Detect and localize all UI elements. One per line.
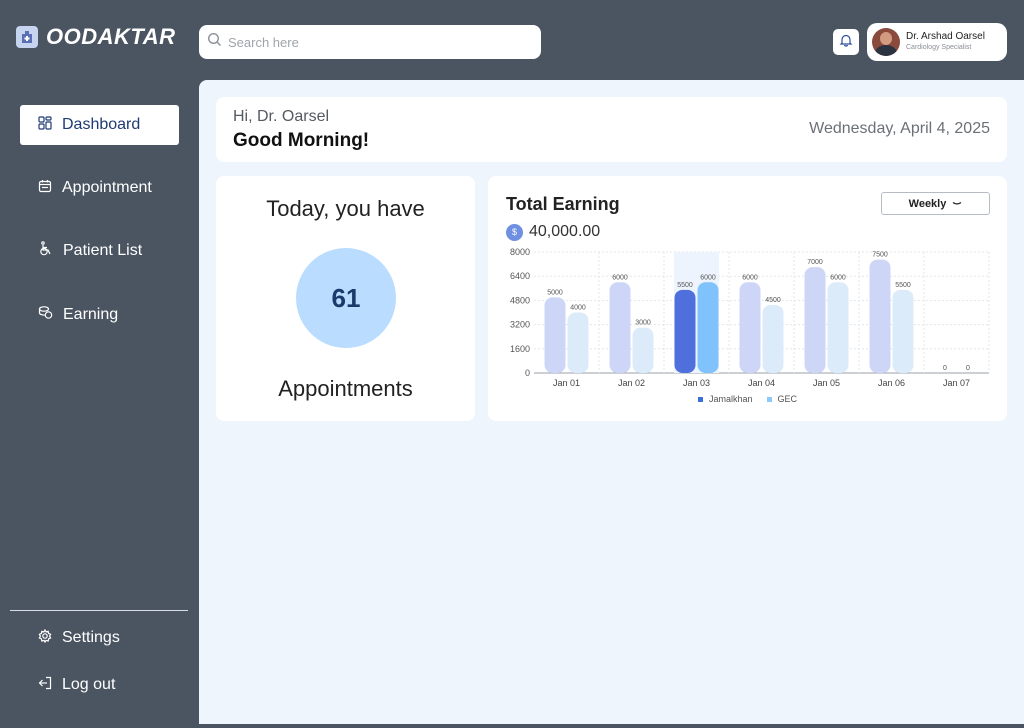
search-input[interactable]: [228, 34, 518, 50]
greeting-message: Good Morning!: [233, 130, 370, 151]
earning-total-value: 40,000.00: [529, 223, 601, 240]
x-tick-label: Jan 02: [618, 378, 645, 388]
x-tick-label: Jan 07: [943, 378, 970, 388]
bar: [762, 304, 784, 373]
appointments-count: 61: [296, 248, 396, 348]
data-label: 6000: [612, 274, 628, 281]
bar: [632, 327, 654, 373]
bar: [674, 289, 696, 373]
sidebar-item-logout[interactable]: Log out: [20, 665, 179, 705]
gear-icon: [38, 628, 52, 648]
data-label: 7500: [872, 252, 888, 259]
earning-card: Total Earning $ 40,000.00 Weekly 0 1600 32…: [488, 176, 1007, 421]
x-tick-label: Jan 01: [553, 378, 580, 388]
data-label: 6000: [830, 274, 846, 281]
x-tick-label: Jan 06: [878, 378, 905, 388]
app-title: OODAKTAR: [46, 24, 176, 49]
calendar-icon: [38, 179, 52, 198]
notification-button[interactable]: [833, 29, 859, 55]
search-icon: [207, 32, 222, 52]
profile-card[interactable]: Dr. Arshad Oarsel Cardiology Specialist: [867, 23, 1007, 61]
sidebar-item-patient-list[interactable]: Patient List: [20, 231, 179, 271]
sidebar-item-label: Dashboard: [62, 116, 141, 133]
y-tick-label: 6400: [510, 271, 530, 281]
data-label: 7000: [807, 259, 823, 266]
data-label: 6000: [700, 274, 716, 281]
x-tick-label: Jan 04: [748, 378, 775, 388]
earning-title: Total Earning: [506, 194, 620, 214]
appointments-label: Appointments: [278, 376, 413, 401]
appointments-heading: Today, you have: [266, 196, 425, 221]
earning-chart: 0 1600 3200 4800 6400 8000 5000 4000 Jan 01 6000 3…: [510, 247, 990, 388]
legend-label: GEC: [777, 394, 798, 404]
top-bar: OODAKTAR Dr. Arshad Oarsel Cardiology Sp…: [0, 0, 1024, 80]
data-label: 3000: [635, 320, 651, 327]
sidebar-item-dashboard[interactable]: Dashboard: [20, 105, 179, 145]
chart-legend: Jamalkhan GEC: [488, 394, 1007, 404]
main-content: Hi, Dr. Oarsel Good Morning! Wednesday, …: [199, 80, 1024, 724]
period-label: Weekly: [908, 197, 947, 210]
sidebar-item-settings[interactable]: Settings: [20, 618, 179, 658]
bar: [804, 267, 826, 373]
sidebar-item-earning[interactable]: Earning: [20, 295, 179, 335]
data-label: 0: [943, 365, 947, 372]
data-label: 6000: [742, 274, 758, 281]
bar: [739, 282, 761, 373]
logo[interactable]: OODAKTAR: [16, 24, 175, 50]
coins-icon: [38, 305, 53, 325]
bar: [544, 297, 566, 373]
legend-swatch: [766, 397, 772, 403]
x-tick-label: Jan 03: [683, 378, 710, 388]
legend-label: Jamalkhan: [708, 394, 753, 404]
y-tick-label: 0: [525, 368, 530, 378]
profile-role: Cardiology Specialist: [906, 44, 972, 51]
bar: [827, 282, 849, 373]
appointments-card: Today, you have 61 Appointments: [216, 176, 475, 421]
sidebar-item-label: Settings: [62, 629, 120, 646]
legend-item-gec[interactable]: GEC: [766, 394, 798, 404]
hospital-icon: [16, 26, 38, 48]
greeting-card: Hi, Dr. Oarsel Good Morning! Wednesday, …: [216, 97, 1007, 162]
wheelchair-icon: [38, 241, 53, 261]
sidebar-divider: [10, 610, 188, 611]
logout-icon: [38, 676, 52, 695]
search-box[interactable]: [199, 25, 541, 59]
coin-icon: $: [506, 223, 523, 241]
avatar: [872, 28, 900, 56]
bar: [609, 282, 631, 373]
bell-icon: [839, 33, 853, 52]
sidebar-item-label: Earning: [63, 306, 119, 323]
bar: [567, 312, 589, 373]
period-dropdown[interactable]: Weekly: [881, 192, 990, 215]
data-label: 5000: [547, 289, 563, 296]
y-tick-label: 3200: [510, 320, 530, 330]
y-tick-label: 1600: [510, 344, 530, 354]
profile-name: Dr. Arshad Oarsel: [906, 31, 985, 42]
data-label: 0: [966, 365, 970, 372]
data-label: 4000: [570, 305, 586, 312]
legend-item-jamalkhan[interactable]: Jamalkhan: [697, 394, 753, 404]
data-label: 4500: [765, 297, 781, 304]
data-label: 5500: [677, 282, 693, 289]
bar: [869, 259, 891, 373]
profile-info: Dr. Arshad Oarsel Cardiology Specialist: [906, 31, 985, 53]
dashboard-icon: [38, 115, 52, 135]
legend-swatch: [697, 397, 703, 403]
bar: [697, 282, 719, 373]
sidebar-item-label: Log out: [62, 676, 116, 693]
sidebar-item-appointment[interactable]: Appointment: [20, 168, 179, 208]
data-label: 5500: [895, 282, 911, 289]
y-tick-label: 4800: [510, 295, 530, 305]
current-date: Wednesday, April 4, 2025: [809, 120, 990, 137]
sidebar: Dashboard Appointment Patient List Earni…: [0, 80, 199, 728]
greeting-hi: Hi, Dr. Oarsel: [233, 108, 330, 125]
sidebar-item-label: Appointment: [62, 179, 152, 196]
y-tick-label: 8000: [510, 247, 530, 257]
sidebar-item-label: Patient List: [63, 242, 143, 259]
earning-total: $ 40,000.00: [506, 223, 600, 241]
x-tick-label: Jan 05: [813, 378, 840, 388]
chevron-down-icon: [952, 198, 962, 210]
bar: [892, 289, 914, 373]
